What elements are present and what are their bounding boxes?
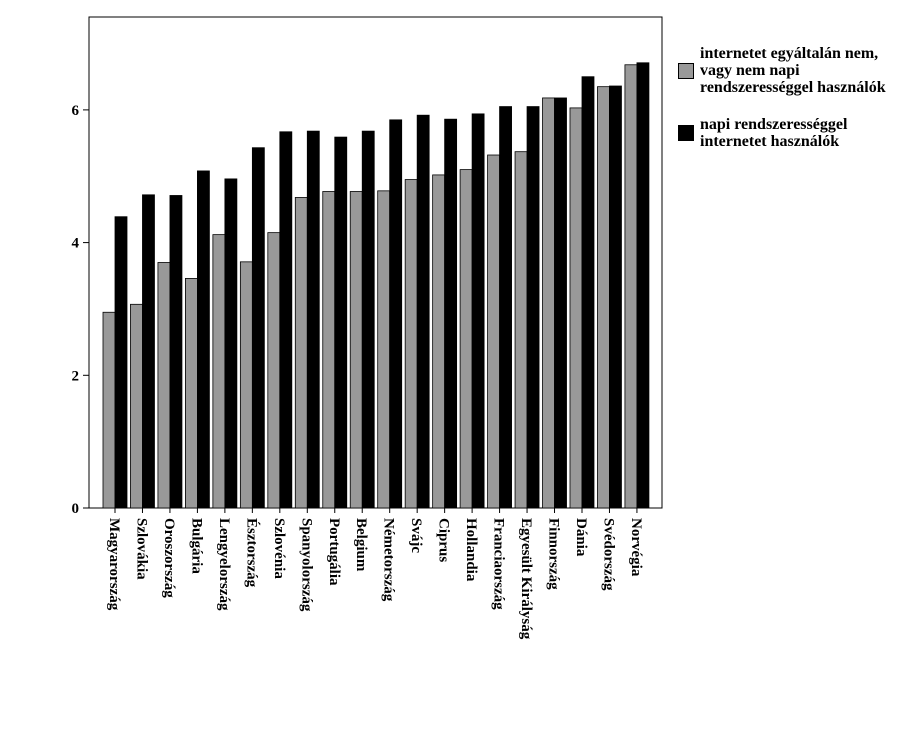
x-tick-label: Észtország [243,518,260,588]
bar [251,147,265,509]
x-tick-label: Spanyolország [298,518,314,612]
y-tick-label: 4 [72,236,80,252]
bar [609,85,622,509]
x-tick-label: Dánia [573,518,589,557]
x-tick-label: Portugália [326,518,342,586]
x-tick-label: Lengyelország [216,518,232,611]
y-tick-label: 2 [72,368,80,384]
legend-label: internetet egyáltalán nem, vagy nem napi… [700,45,886,96]
bar [499,106,512,509]
plot-frame [88,16,663,509]
bar [185,278,198,509]
x-tick-label: Finnország [546,518,562,590]
bar [306,130,320,509]
bar [239,261,253,509]
bar [526,106,540,509]
bar [361,130,375,509]
bar [169,195,183,509]
bar [349,191,363,509]
x-tick-label: Svédország [600,518,616,591]
bar [416,114,430,509]
bar [444,118,458,509]
x-tick-label: Norvégia [628,518,644,577]
legend-item: napi rendszerességgel internetet használ… [678,116,893,150]
bar [294,197,308,509]
bar [597,86,610,509]
bar [322,191,336,509]
bar [212,234,226,509]
x-tick-label: Hollandia [463,518,479,582]
bar [279,131,293,509]
bar [471,113,485,509]
bar [267,232,281,509]
x-tick-label: Svájc [408,518,424,553]
bar [102,311,116,509]
bar [581,76,595,509]
x-tick-label: Belgium [353,518,369,572]
bar [334,136,348,509]
bar [224,178,238,509]
bar [624,64,638,509]
bar [157,262,171,509]
x-tick-label: Szlovénia [271,518,287,579]
bar [569,107,583,509]
bar [514,151,528,509]
bar [487,154,500,509]
bar [404,179,418,509]
x-tick-label: Oroszország [161,518,177,598]
bar [542,97,555,509]
legend-item: internetet egyáltalán nem, vagy nem napi… [678,45,893,96]
bar [432,174,446,509]
bar [459,169,473,509]
bar [377,190,391,509]
bar [142,194,155,509]
legend: internetet egyáltalán nem, vagy nem napi… [678,45,893,170]
bar [197,170,210,509]
bar [554,97,567,509]
bar [130,303,143,509]
bar [114,216,128,509]
y-tick-label: 6 [72,103,80,119]
x-tick-label: Franciaország [491,518,507,610]
bar [389,119,403,509]
x-tick-label: Németország [381,518,397,602]
legend-swatch [678,62,694,79]
x-tick-label: Magyarország [106,518,122,611]
x-tick-label: Bulgária [188,518,204,574]
x-tick-label: Ciprus [436,518,452,562]
x-tick-label: Szlovákia [133,518,149,580]
y-tick-label: 0 [72,501,80,517]
legend-swatch [678,125,694,141]
x-tick-label: Egyesült Királyság [518,518,534,640]
bar [636,62,650,509]
legend-label: napi rendszerességgel internetet használ… [700,116,848,150]
